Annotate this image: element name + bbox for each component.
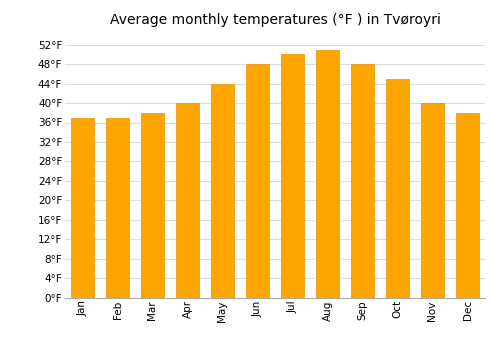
Bar <box>421 103 444 298</box>
Bar <box>176 103 199 298</box>
Bar <box>106 118 129 298</box>
Bar <box>141 113 164 298</box>
Bar <box>386 79 409 298</box>
Bar <box>456 113 479 298</box>
Title: Average monthly temperatures (°F ) in Tvøroyri: Average monthly temperatures (°F ) in Tv… <box>110 13 440 27</box>
Bar <box>316 50 339 298</box>
Bar <box>281 55 304 298</box>
Bar <box>246 64 269 298</box>
Bar <box>351 64 374 298</box>
Bar <box>211 84 234 298</box>
Bar <box>71 118 94 298</box>
